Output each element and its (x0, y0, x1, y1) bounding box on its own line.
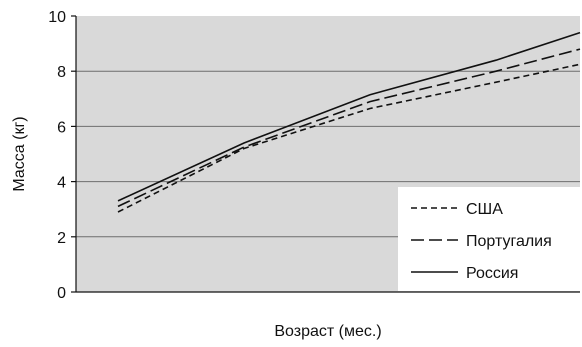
legend-box (398, 187, 580, 291)
series-line-1 (117, 48, 581, 208)
series-line-2 (117, 31, 581, 202)
y-tick-label-10: 10 (48, 9, 66, 26)
series-line-0 (117, 63, 581, 213)
legend-label-2: Россия (466, 265, 518, 282)
legend-label-1: Португалия (466, 233, 552, 250)
y-tick-label-6: 6 (57, 119, 66, 136)
y-tick-label-0: 0 (57, 285, 66, 302)
y-axis-ticks: 0 2 4 6 8 10 (48, 9, 76, 302)
y-tick-label-4: 4 (57, 175, 66, 192)
series-lines (117, 31, 581, 213)
x-axis-label: Возраст (мес.) (274, 323, 381, 340)
y-tick-label-2: 2 (57, 230, 66, 247)
y-axis-label: Масса (кг) (11, 116, 28, 191)
legend: США Португалия Россия (398, 187, 580, 291)
y-tick-label-8: 8 (57, 64, 66, 81)
legend-label-0: США (466, 201, 503, 218)
